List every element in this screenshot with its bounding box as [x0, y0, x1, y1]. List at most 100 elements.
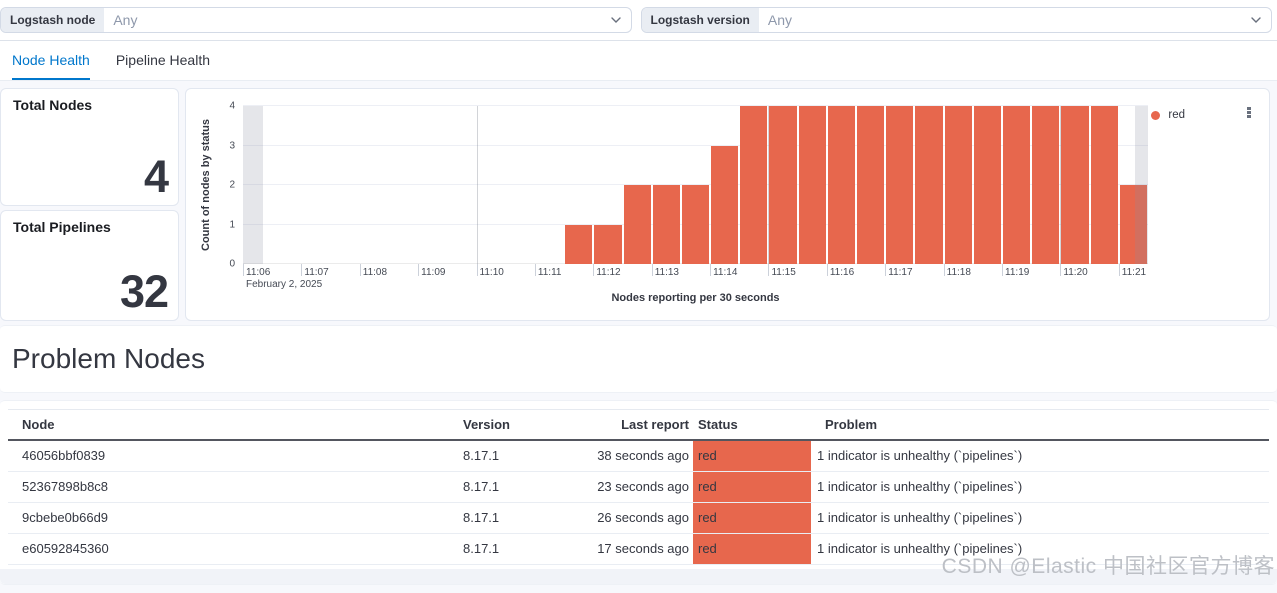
problem-cell: 1 indicator is unhealthy (`pipelines`) — [811, 471, 1269, 503]
chart-bar — [886, 106, 914, 264]
dashboard-body: Total Nodes 4 Total Pipelines 32 Count o… — [0, 81, 1277, 593]
x-tick-mark — [1060, 264, 1062, 276]
problem-nodes-panel: Problem Nodes — [0, 325, 1277, 393]
x-tick-label: 11:16 — [829, 267, 855, 278]
chart-bar — [1003, 106, 1031, 264]
node-cell: 52367898b8c8 — [8, 471, 449, 503]
x-tick-mark — [534, 264, 536, 276]
total-pipelines-panel: Total Pipelines 32 — [0, 210, 179, 321]
partial-bucket-band — [1135, 106, 1148, 264]
chart-bar — [740, 106, 768, 264]
x-tick-mark — [359, 264, 361, 276]
nodes-reporting-chart-panel: Count of nodes by status 0 1 2 3 4 11:06 Febru… — [185, 88, 1270, 321]
logstash-version-filter-value: Any — [767, 12, 792, 28]
chart-bar — [944, 106, 972, 264]
y-gridline — [243, 144, 1148, 146]
last-report-cell: 26 seconds ago — [549, 502, 693, 534]
x-tick-label: 11:12 — [596, 267, 621, 278]
chart-bar — [769, 106, 797, 264]
x-tick-label: 11:18 — [946, 267, 971, 278]
x-tick-mark — [418, 264, 420, 276]
problem-cell: 1 indicator is unhealthy (`pipelines`) — [811, 439, 1269, 472]
last-report-cell: 17 seconds ago — [549, 533, 693, 565]
status-badge: red — [693, 502, 811, 533]
x-tick-mark — [826, 264, 828, 276]
problem-nodes-table-panel: Node Version Last report Status Problem 4605… — [0, 400, 1277, 585]
x-gridline — [476, 106, 478, 264]
chart-bar — [711, 145, 739, 264]
node-cell: e60592845360 — [8, 533, 449, 565]
x-tick-label: 11:19 — [1005, 267, 1030, 278]
table-footer — [0, 568, 1277, 584]
chart-bar — [1032, 106, 1060, 264]
x-tick-mark — [651, 264, 653, 276]
legend-actions-icon[interactable] — [1245, 105, 1253, 120]
x-tick-label: 11:20 — [1063, 267, 1088, 278]
tab-pipeline-health[interactable]: Pipeline Health — [115, 51, 210, 68]
chart-bar — [565, 224, 593, 264]
status-badge: red — [693, 471, 811, 502]
x-gridline — [1060, 106, 1062, 264]
chart-bar — [1090, 106, 1118, 264]
x-tick-label: 11:13 — [654, 267, 679, 278]
chart-bar — [1119, 185, 1147, 264]
x-tick-label: 11:15 — [771, 267, 796, 278]
partial-bucket-band — [243, 106, 264, 264]
x-tick-mark — [243, 264, 244, 276]
logstash-node-filter[interactable]: Logstash node Any — [0, 7, 632, 33]
legend-item-red[interactable]: red — [1151, 109, 1185, 121]
chart-bar — [652, 185, 680, 264]
x-tick-mark — [1002, 264, 1004, 276]
chart-bar — [623, 185, 651, 264]
total-nodes-value: 4 — [143, 151, 169, 202]
y-tick-label: 2 — [229, 179, 235, 191]
y-gridline — [243, 105, 1148, 106]
x-tick-label: 11:14 — [713, 267, 738, 278]
chart-bar — [798, 106, 826, 264]
x-tick-label: 11:08 — [362, 267, 388, 278]
y-tick-label: 4 — [229, 100, 235, 112]
status-cell-wrap: red — [693, 439, 811, 472]
problem-nodes-heading: Problem Nodes — [12, 343, 205, 374]
status-badge: red — [693, 533, 811, 564]
x-tick-mark — [943, 264, 945, 276]
column-header-version: Version — [449, 409, 549, 441]
tab-node-health[interactable]: Node Health — [12, 41, 90, 80]
x-tick-mark — [476, 264, 478, 276]
status-cell-wrap: red — [693, 471, 811, 503]
chart-bar — [973, 106, 1002, 264]
chart-bar — [681, 185, 710, 264]
version-cell: 8.17.1 — [449, 439, 549, 472]
x-tick-label: 11:09 — [421, 267, 446, 278]
chart-x-axis-title: Nodes reporting per 30 seconds — [611, 292, 780, 304]
health-tabs: Node Health Pipeline Health — [0, 41, 1277, 81]
logstash-node-filter-value: Any — [113, 12, 138, 28]
x-tick-mark — [1118, 264, 1120, 276]
y-tick-label: 0 — [229, 258, 235, 270]
logstash-version-filter-label: Logstash version — [641, 8, 759, 32]
version-cell: 8.17.1 — [449, 502, 549, 534]
version-cell: 8.17.1 — [449, 533, 549, 565]
x-tick-label: 11:06 — [246, 267, 271, 278]
x-gridline — [768, 106, 770, 264]
filter-bar: Logstash node Any Logstash version Any — [0, 0, 1277, 41]
last-report-cell: 23 seconds ago — [549, 471, 693, 503]
total-pipelines-title: Total Pipelines — [13, 219, 111, 235]
status-cell-wrap: red — [693, 502, 811, 534]
y-tick-label: 3 — [229, 140, 235, 151]
status-badge: red — [693, 440, 811, 471]
x-tick-mark — [593, 264, 595, 276]
chevron-down-icon — [1250, 14, 1262, 26]
x-axis-date-label: February 2, 2025 — [246, 279, 323, 290]
total-pipelines-value: 32 — [119, 266, 169, 317]
x-tick-label: 11:11 — [537, 267, 562, 278]
x-tick-mark — [301, 264, 303, 276]
chart-bar — [915, 106, 943, 264]
x-tick-mark — [768, 264, 770, 276]
chart-legend: red — [1151, 109, 1185, 121]
x-tick-label: 11:07 — [304, 267, 329, 278]
y-tick-label: 1 — [229, 219, 235, 230]
problem-cell: 1 indicator is unhealthy (`pipelines`) — [811, 502, 1269, 534]
logstash-version-filter[interactable]: Logstash version Any — [640, 7, 1272, 33]
column-header-last-report: Last report — [549, 409, 693, 441]
